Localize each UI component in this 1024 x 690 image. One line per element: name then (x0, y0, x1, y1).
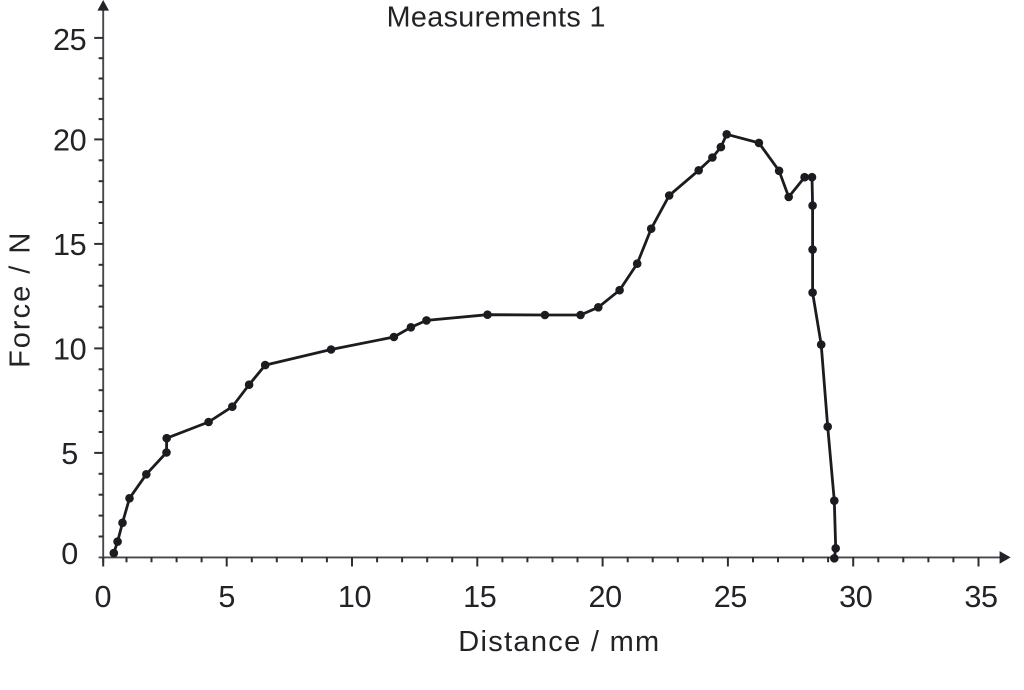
svg-text:0: 0 (94, 580, 111, 614)
svg-text:10: 10 (53, 332, 86, 366)
svg-text:5: 5 (61, 437, 78, 471)
svg-text:0: 0 (61, 537, 78, 571)
svg-text:Measurements 1: Measurements 1 (387, 2, 606, 34)
svg-text:15: 15 (53, 228, 86, 262)
svg-text:5: 5 (218, 580, 235, 614)
svg-text:Distance / mm: Distance / mm (458, 626, 660, 658)
svg-text:20: 20 (53, 123, 86, 157)
svg-text:20: 20 (588, 580, 621, 614)
svg-text:25: 25 (53, 23, 86, 57)
svg-text:15: 15 (463, 580, 496, 614)
svg-text:Force / N: Force / N (5, 231, 37, 368)
svg-text:30: 30 (839, 580, 872, 614)
svg-text:10: 10 (338, 580, 371, 614)
svg-text:35: 35 (964, 580, 997, 614)
svg-text:25: 25 (714, 580, 747, 614)
